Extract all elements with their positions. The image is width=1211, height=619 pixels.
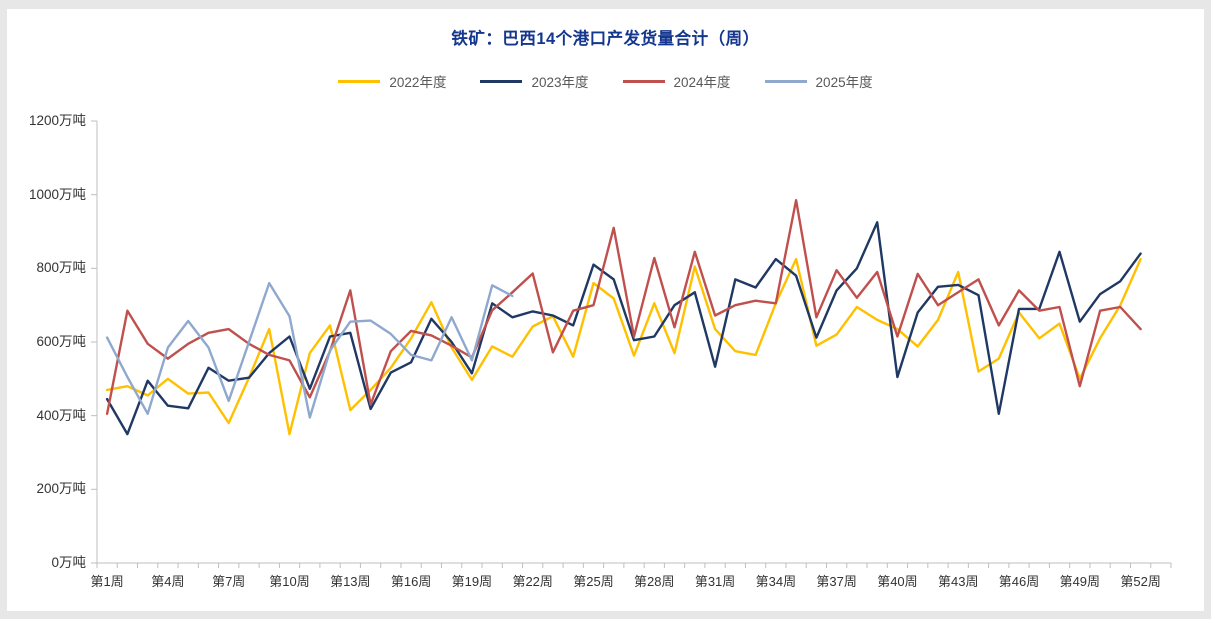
- legend-line-swatch-2024: [622, 79, 665, 83]
- x-axis-label-week-4: 第4周: [151, 574, 185, 589]
- x-axis-label-week-1: 第1周: [90, 574, 124, 589]
- legend-label-2024: 2024年度: [673, 75, 731, 90]
- chart-card: [7, 9, 1204, 611]
- x-axis-label-week-25: 第25周: [573, 574, 614, 589]
- x-axis-label-week-34: 第34周: [755, 574, 797, 589]
- x-axis-label-week-13: 第13周: [330, 574, 371, 589]
- chart-title: 铁矿：巴西14个港口产发货量合计（周）: [451, 30, 760, 48]
- x-axis-label-week-43: 第43周: [937, 574, 979, 589]
- y-axis-label-1000: 1000万吨: [28, 186, 86, 202]
- series-line-2023年度: [105, 221, 1142, 436]
- series-line-2022年度: [105, 257, 1142, 436]
- legend-label-2023: 2023年度: [531, 75, 589, 90]
- series-line-2025年度: [105, 281, 514, 419]
- y-axis-label-600: 600万吨: [36, 334, 86, 349]
- y-axis-label-0: 0万吨: [51, 555, 86, 570]
- x-axis-label-week-19: 第19周: [451, 574, 493, 589]
- legend-line-swatch-2025: [764, 79, 807, 83]
- y-axis-label-200: 200万吨: [36, 481, 86, 497]
- x-axis-label-week-22: 第22周: [512, 574, 553, 589]
- legend-label-2025: 2025年度: [815, 75, 873, 90]
- legend-item-2023: 2023年度: [480, 71, 589, 91]
- x-axis-label-week-7: 第7周: [212, 574, 246, 589]
- legend: 2022年度 2023年度 2024年度 2025年度: [0, 71, 1211, 91]
- x-axis-label-week-40: 第40周: [877, 574, 918, 589]
- x-axis-label-week-10: 第10周: [269, 574, 310, 589]
- x-axis-label-week-46: 第46周: [998, 574, 1040, 589]
- x-axis-label-week-31: 第31周: [694, 574, 736, 589]
- x-axis-label-week-52: 第52周: [1120, 574, 1161, 589]
- y-axis-label-800: 800万吨: [36, 260, 86, 276]
- legend-item-2022: 2022年度: [338, 71, 446, 91]
- legend-line-swatch-2022: [338, 79, 381, 83]
- x-axis-label-week-28: 第28周: [634, 574, 675, 589]
- x-axis-label-week-49: 第49周: [1059, 574, 1101, 589]
- x-axis-label-week-16: 第16周: [390, 574, 432, 589]
- x-axis-label-week-37: 第37周: [816, 574, 857, 589]
- y-axis-label-400: 400万吨: [36, 407, 86, 423]
- y-axis-label-1200: 1200万吨: [28, 113, 86, 128]
- legend-line-swatch-2023: [480, 79, 523, 83]
- series-line-2024年度: [105, 198, 1142, 415]
- legend-label-2022: 2022年度: [389, 75, 447, 90]
- legend-item-2025: 2025年度: [764, 71, 873, 91]
- legend-item-2024: 2024年度: [622, 71, 731, 91]
